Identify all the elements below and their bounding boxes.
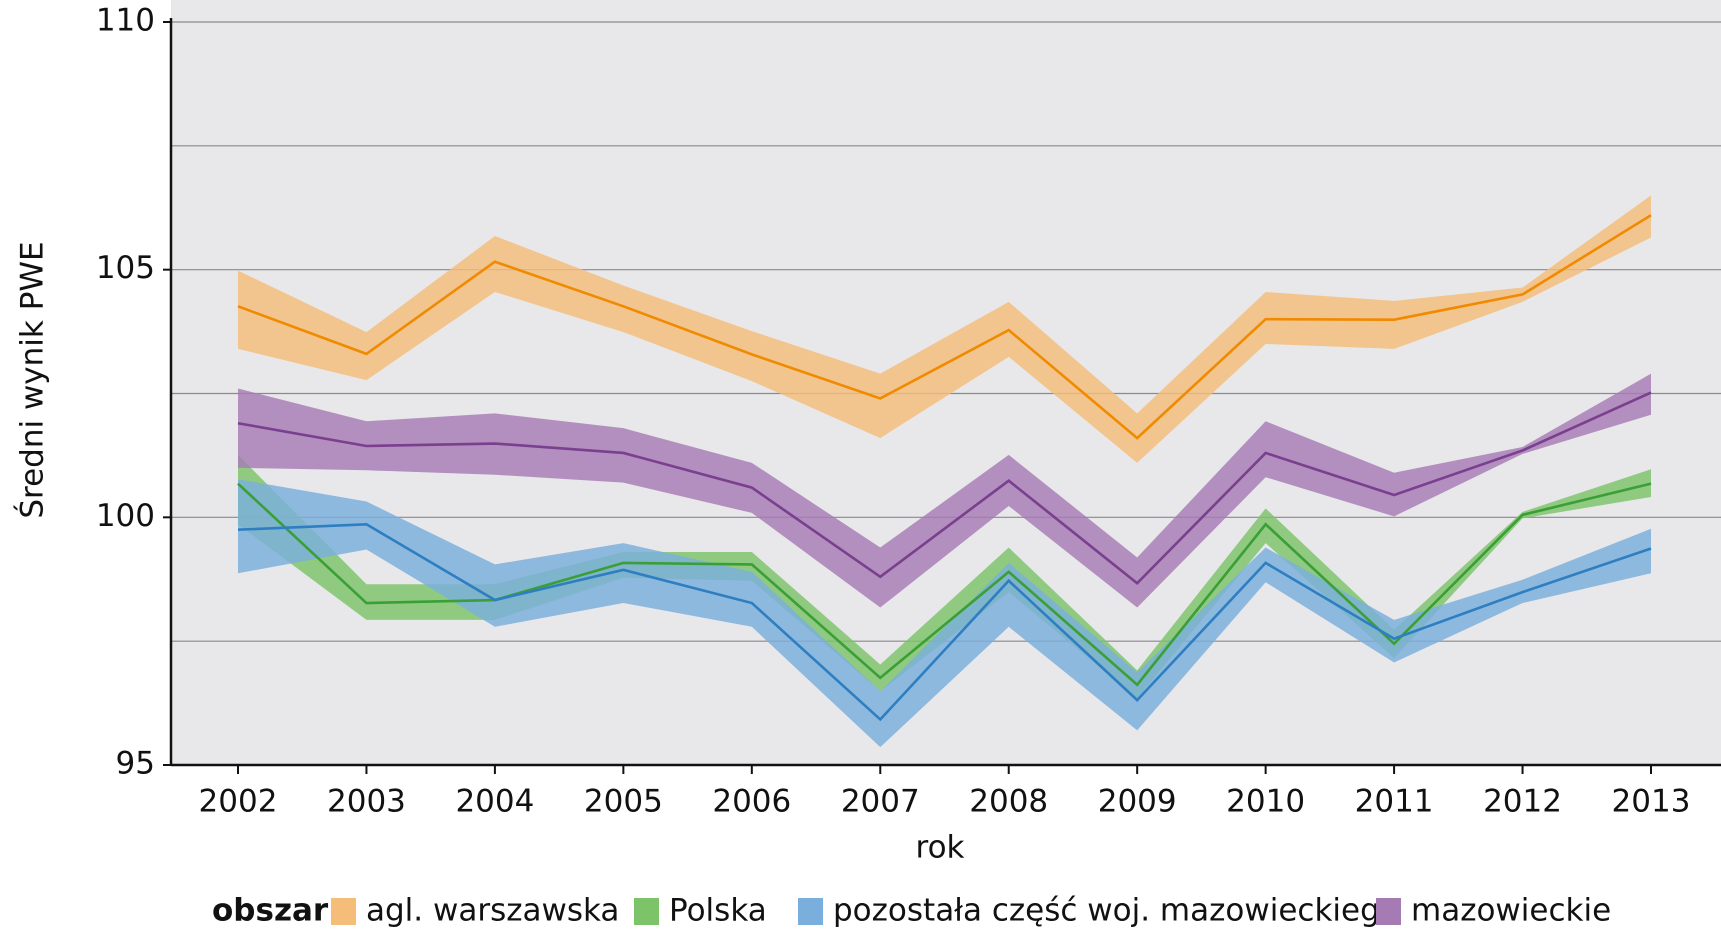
x-tick-label: 2004 — [455, 784, 534, 820]
legend-swatch — [331, 898, 356, 925]
legend-label: Polska — [669, 893, 767, 929]
y-tick-label: 105 — [96, 250, 155, 286]
x-tick-label: 2005 — [584, 784, 663, 820]
x-tick-label: 2007 — [841, 784, 920, 820]
x-tick-label: 2002 — [199, 784, 278, 820]
x-tick-label: 2008 — [969, 784, 1048, 820]
confidence-band — [238, 195, 1651, 463]
legend-label: pozostała część woj. mazowieckiego — [833, 893, 1399, 929]
series-line — [237, 214, 1652, 440]
legend-label: agl. warszawska — [366, 893, 619, 929]
x-tick-label: 2012 — [1483, 784, 1562, 820]
x-axis-label: rok — [916, 830, 965, 866]
legend-swatch — [798, 898, 823, 925]
legend-title: obszar: — [212, 893, 341, 929]
y-tick-label: 100 — [96, 498, 155, 534]
x-tick-label: 2013 — [1612, 784, 1691, 820]
legend-swatch — [1376, 898, 1401, 925]
legend-label: mazowieckie — [1411, 893, 1611, 929]
x-tick-label: 2010 — [1226, 784, 1305, 820]
x-tick-label: 2006 — [712, 784, 791, 820]
y-tick-label: 95 — [116, 746, 155, 782]
y-tick-label: 110 — [96, 3, 155, 39]
x-tick-label: 2003 — [327, 784, 406, 820]
y-axis-label: Średni wynik PWE — [14, 241, 51, 518]
series-line — [237, 391, 1652, 585]
series-line — [237, 522, 1652, 722]
series-line — [237, 482, 1652, 687]
confidence-band — [238, 479, 1651, 748]
x-tick-label: 2011 — [1355, 784, 1434, 820]
confidence-band — [238, 373, 1651, 608]
x-tick-label: 2009 — [1098, 784, 1177, 820]
legend-swatch — [634, 898, 659, 925]
